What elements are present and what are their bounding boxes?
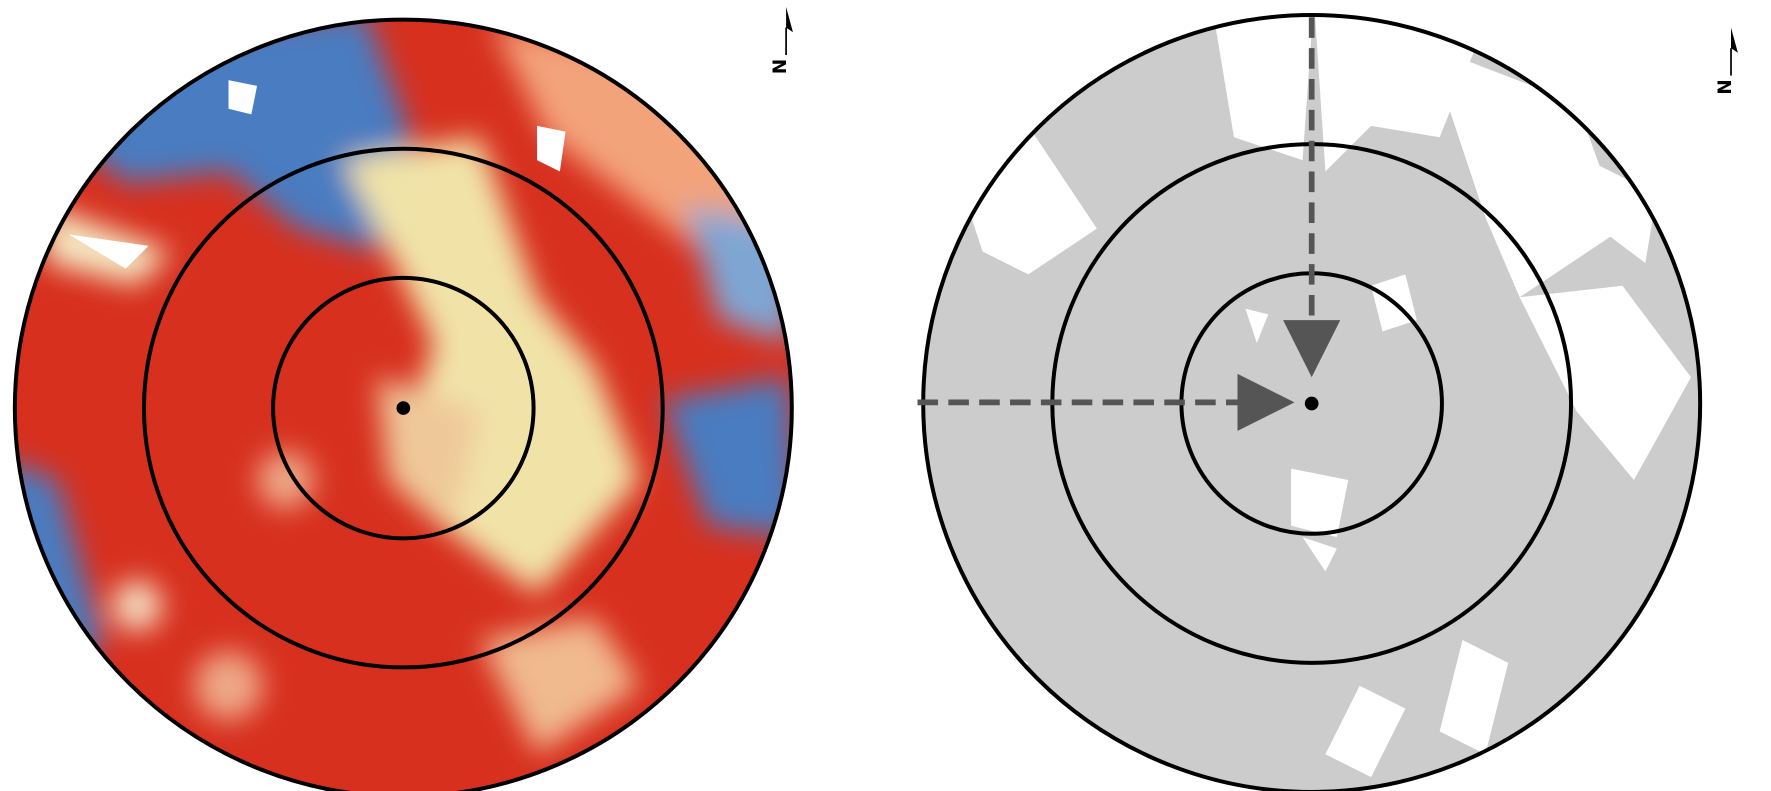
center-point — [396, 401, 410, 415]
north-arrow: N — [1715, 28, 1738, 95]
north-label: N — [1715, 79, 1736, 94]
center-point — [1305, 397, 1319, 411]
north-label: N — [770, 59, 791, 74]
north-arrow: N — [770, 7, 793, 74]
heatmap-panel — [0, 0, 823, 791]
map-figure: N N — [0, 0, 1771, 791]
